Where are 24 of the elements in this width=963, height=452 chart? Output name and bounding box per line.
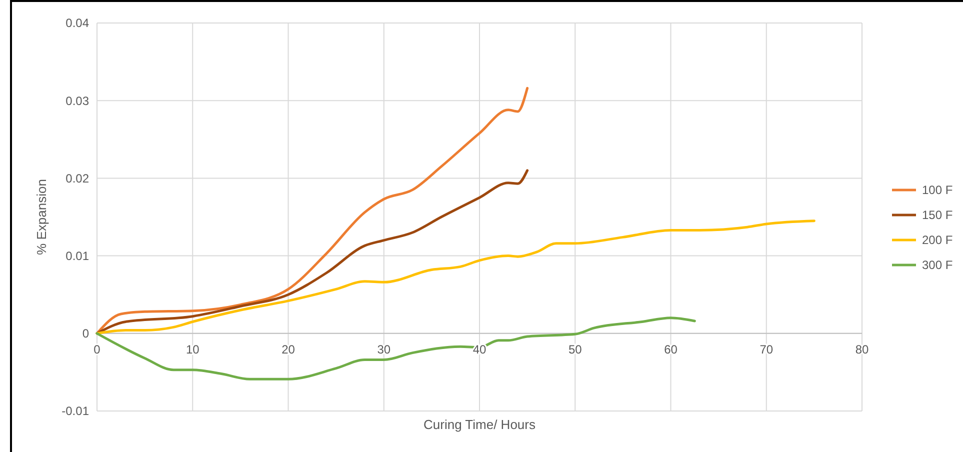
y-tick-label: 0.04 [66, 16, 90, 30]
y-tick-label: -0.01 [62, 404, 90, 418]
line-series [96, 220, 816, 335]
x-tick-label: 10 [186, 342, 200, 356]
x-tick-label: 70 [760, 342, 774, 356]
x-tick-label: 50 [568, 342, 582, 356]
x-tick-label: 20 [282, 342, 296, 356]
legend-label: 150 F [922, 208, 953, 222]
x-tick-label: 80 [855, 342, 869, 356]
legend-label: 300 F [922, 258, 953, 272]
y-axis-title: % Expansion [34, 179, 49, 255]
x-tick-label: 60 [664, 342, 678, 356]
x-tick-label: 0 [94, 342, 101, 356]
line-series [96, 86, 529, 335]
legend-label: 100 F [922, 183, 953, 198]
x-axis-title: Curing Time/ Hours [424, 417, 536, 432]
x-tick-label: 30 [377, 342, 391, 356]
y-tick-label: 0.02 [66, 171, 90, 186]
y-tick-label: 0.03 [66, 94, 90, 108]
y-tick-label: 0.01 [66, 249, 90, 263]
y-tick-label: 0 [82, 326, 90, 341]
legend-label: 200 F [922, 233, 953, 248]
line-series [96, 316, 696, 380]
line-series [96, 169, 529, 335]
